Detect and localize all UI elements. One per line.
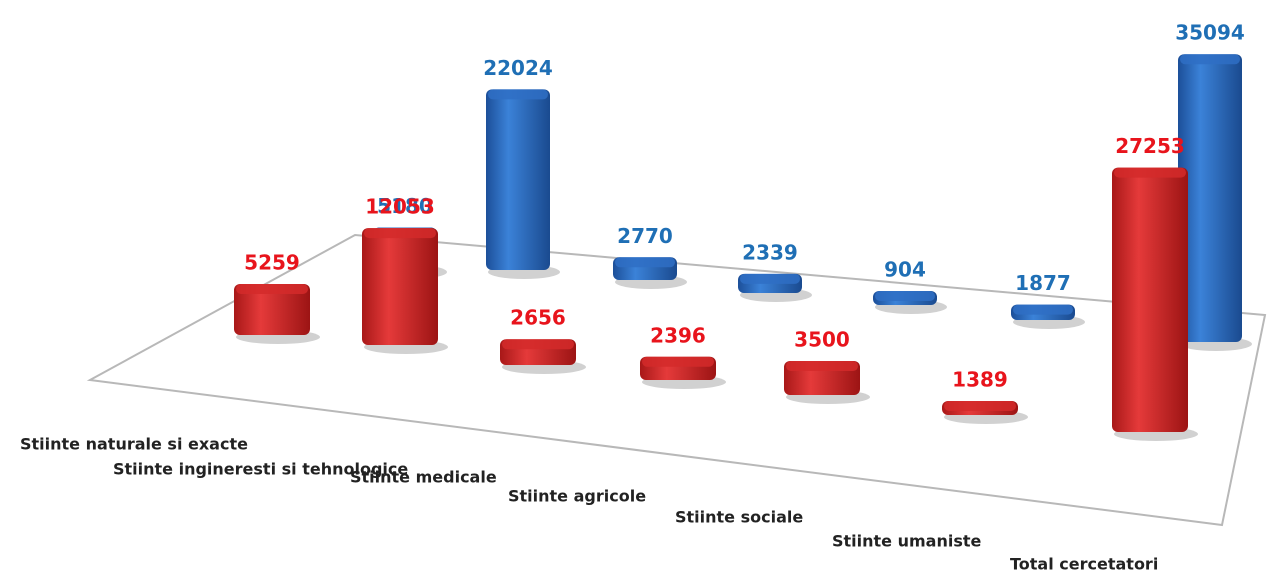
value-label: 2656 — [510, 306, 566, 330]
value-label: 2339 — [742, 240, 798, 264]
category-label: Stiinte naturale si exacte — [20, 435, 248, 454]
category-label: Stiinte ingineresti si tehnologice — [113, 460, 408, 479]
bar — [1112, 167, 1188, 432]
bar-top — [1114, 167, 1186, 178]
category-label: Total cercetatori — [1010, 555, 1158, 574]
value-label: 12053 — [365, 195, 435, 219]
category-label: Stiinte sociale — [675, 508, 803, 527]
category-label: Stiinte medicale — [350, 468, 497, 487]
category-label: Stiinte agricole — [508, 487, 646, 506]
value-label: 5180 — [377, 194, 433, 218]
value-label: 1389 — [952, 368, 1008, 392]
bar — [1178, 54, 1242, 343]
bar-top — [875, 291, 935, 301]
value-label: 1877 — [1015, 271, 1071, 295]
value-label: 27253 — [1115, 134, 1185, 158]
value-label: 5259 — [244, 250, 300, 274]
bar — [234, 283, 310, 335]
value-label: 2396 — [650, 323, 706, 347]
value-label: 904 — [884, 258, 926, 282]
bar-top — [502, 339, 574, 350]
bar-top — [488, 89, 548, 100]
bar-top — [642, 356, 714, 367]
value-label: 22024 — [483, 56, 553, 80]
bar-top — [364, 228, 436, 239]
bar-top — [1013, 304, 1073, 315]
value-label: 35094 — [1175, 21, 1245, 45]
bar-top — [786, 361, 858, 372]
bar-top — [615, 257, 675, 268]
value-label: 3500 — [794, 328, 850, 352]
bar-top — [740, 273, 800, 284]
bar — [362, 228, 438, 345]
bar-top — [236, 283, 308, 294]
bar-top — [944, 401, 1016, 411]
bar — [486, 89, 550, 270]
bar-top — [1180, 54, 1240, 65]
category-label: Stiinte umaniste — [832, 532, 982, 551]
value-label: 2770 — [617, 224, 673, 248]
